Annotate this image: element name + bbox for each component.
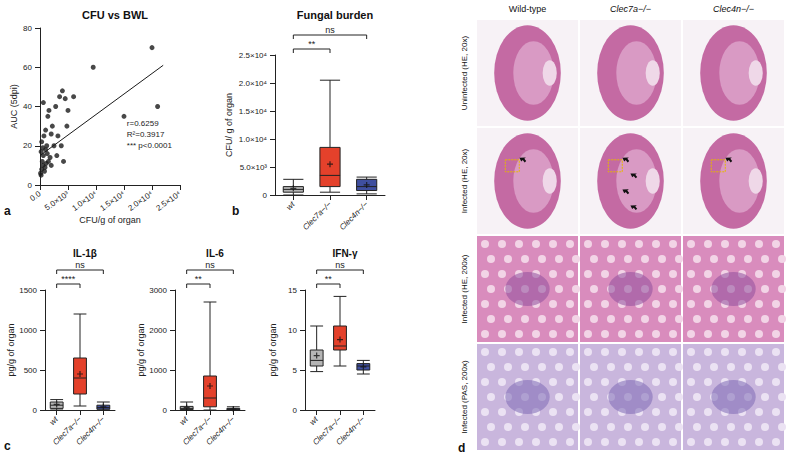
svg-text:1000: 1000 bbox=[149, 366, 167, 375]
svg-text:0: 0 bbox=[293, 406, 298, 415]
svg-text:CFU/ g of organ: CFU/ g of organ bbox=[224, 93, 234, 157]
svg-text:wt: wt bbox=[308, 414, 321, 427]
svg-text:2.0×10⁴: 2.0×10⁴ bbox=[239, 79, 268, 88]
svg-text:b: b bbox=[232, 204, 239, 218]
svg-text:0: 0 bbox=[263, 191, 268, 200]
svg-text:Clec7a−/−: Clec7a−/− bbox=[311, 414, 344, 447]
svg-text:Uninfected (HE, 20x): Uninfected (HE, 20x) bbox=[460, 36, 469, 111]
svg-text:Clec4n−/−: Clec4n−/− bbox=[713, 4, 754, 14]
svg-text:Fungal burden: Fungal burden bbox=[297, 9, 374, 21]
svg-text:0: 0 bbox=[163, 406, 168, 415]
svg-text:wt: wt bbox=[284, 199, 297, 212]
svg-text:60: 60 bbox=[23, 63, 32, 72]
svg-text:3000: 3000 bbox=[149, 286, 167, 295]
svg-text:d: d bbox=[458, 441, 465, 455]
svg-text:r=0.6259: r=0.6259 bbox=[127, 119, 159, 128]
svg-text:CFU vs BWL: CFU vs BWL bbox=[82, 9, 148, 21]
svg-text:pg/g of organ: pg/g of organ bbox=[6, 323, 16, 376]
svg-text:**: ** bbox=[195, 274, 203, 284]
svg-text:2.5×10⁴: 2.5×10⁴ bbox=[239, 51, 268, 60]
svg-text:1.5×10⁴: 1.5×10⁴ bbox=[239, 107, 268, 116]
svg-text:40: 40 bbox=[23, 102, 32, 111]
svg-text:ns: ns bbox=[205, 260, 215, 270]
svg-text:IFN-γ: IFN-γ bbox=[333, 248, 358, 259]
svg-text:Clec7a−/−: Clec7a−/− bbox=[51, 414, 84, 447]
svg-text:**: ** bbox=[325, 274, 333, 284]
svg-text:Infected (HE, 20x): Infected (HE, 20x) bbox=[460, 148, 469, 213]
svg-text:ns: ns bbox=[325, 25, 335, 35]
svg-text:1.5×10⁴: 1.5×10⁴ bbox=[98, 189, 127, 213]
svg-text:80: 80 bbox=[23, 24, 32, 33]
svg-text:1.0×10⁴: 1.0×10⁴ bbox=[239, 135, 268, 144]
svg-text:c: c bbox=[4, 439, 11, 453]
svg-text:R²=0.3917: R²=0.3917 bbox=[127, 130, 165, 139]
svg-text:2.5×10⁴: 2.5×10⁴ bbox=[154, 189, 183, 213]
svg-text:IL-1β: IL-1β bbox=[73, 248, 97, 259]
svg-text:1000: 1000 bbox=[19, 326, 37, 335]
svg-text:Wild-type: Wild-type bbox=[509, 4, 547, 14]
svg-text:Clec4n−/−: Clec4n−/− bbox=[204, 415, 236, 447]
svg-text:pg/g of organ: pg/g of organ bbox=[268, 323, 278, 376]
svg-text:Clec7a−/−: Clec7a−/− bbox=[610, 4, 651, 14]
svg-text:Clec7a−/−: Clec7a−/− bbox=[301, 200, 333, 232]
svg-text:****: **** bbox=[61, 274, 76, 284]
svg-text:20: 20 bbox=[23, 141, 32, 150]
svg-text:1500: 1500 bbox=[19, 286, 37, 295]
svg-text:5.0×10³: 5.0×10³ bbox=[43, 189, 71, 212]
svg-text:a: a bbox=[4, 204, 11, 218]
svg-text:Infected (PAS, 200x): Infected (PAS, 200x) bbox=[460, 360, 469, 434]
svg-text:IL-6: IL-6 bbox=[206, 248, 224, 259]
svg-text:wt: wt bbox=[48, 414, 61, 427]
svg-text:0: 0 bbox=[33, 406, 38, 415]
svg-text:5: 5 bbox=[293, 366, 298, 375]
svg-text:*** p<0.0001: *** p<0.0001 bbox=[127, 141, 173, 150]
svg-text:ns: ns bbox=[335, 260, 345, 270]
svg-text:0.0: 0.0 bbox=[28, 189, 43, 203]
svg-text:ns: ns bbox=[75, 260, 85, 270]
svg-text:2.0×10⁴: 2.0×10⁴ bbox=[126, 189, 155, 213]
svg-text:pg/g of organ: pg/g of organ bbox=[136, 323, 146, 376]
svg-text:1.0×10⁴: 1.0×10⁴ bbox=[70, 189, 99, 213]
svg-text:15: 15 bbox=[288, 286, 297, 295]
svg-text:Infected (HE, 200x): Infected (HE, 200x) bbox=[460, 254, 469, 323]
svg-text:5.0×10³: 5.0×10³ bbox=[240, 163, 268, 172]
svg-text:Clec4n−/−: Clec4n−/− bbox=[74, 415, 106, 447]
svg-text:0: 0 bbox=[28, 181, 33, 190]
svg-text:AUC (5dpi): AUC (5dpi) bbox=[9, 84, 19, 129]
svg-text:Clec7a−/−: Clec7a−/− bbox=[181, 414, 214, 447]
svg-text:500: 500 bbox=[24, 366, 38, 375]
svg-text:Clec4n−/−: Clec4n−/− bbox=[338, 200, 370, 232]
svg-text:Clec4n−/−: Clec4n−/− bbox=[334, 415, 366, 447]
svg-text:2000: 2000 bbox=[149, 326, 167, 335]
svg-text:CFU/g of organ: CFU/g of organ bbox=[79, 215, 141, 225]
svg-text:10: 10 bbox=[288, 326, 297, 335]
svg-text:wt: wt bbox=[178, 414, 191, 427]
svg-text:**: ** bbox=[308, 39, 316, 49]
